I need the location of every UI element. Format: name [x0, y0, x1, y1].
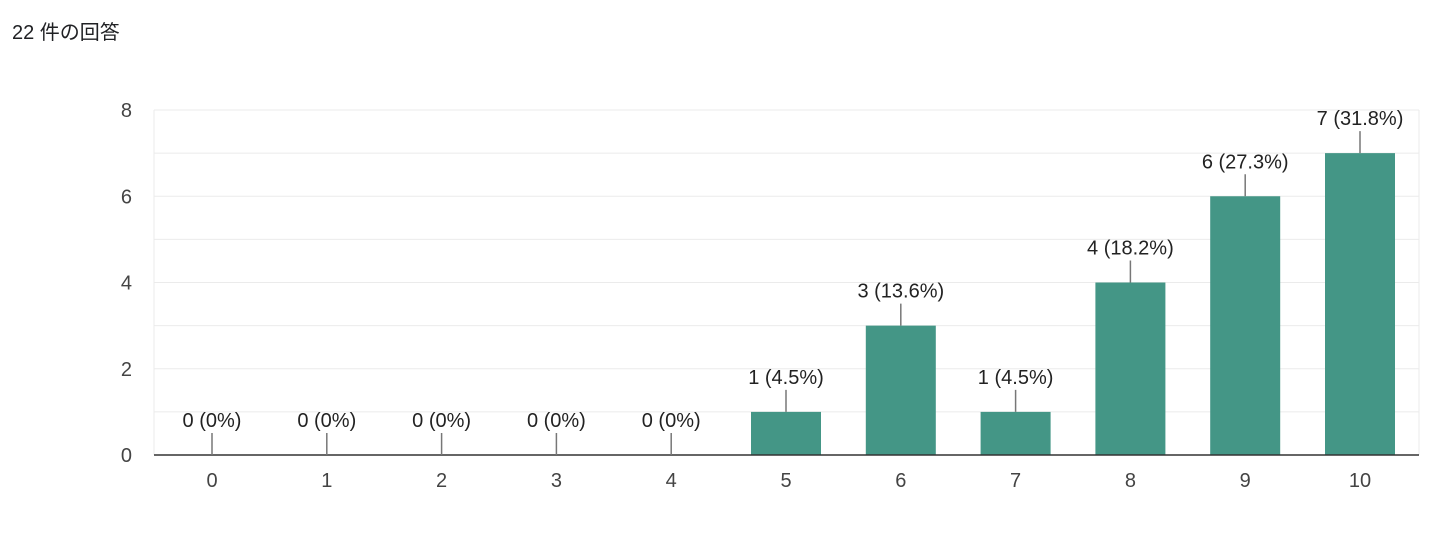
x-tick-label: 7 — [1010, 470, 1021, 492]
x-tick-label: 8 — [1125, 470, 1136, 492]
bar — [751, 411, 821, 455]
y-tick-label: 4 — [121, 273, 132, 295]
data-label: 0 (0%) — [297, 410, 356, 432]
bar — [1210, 196, 1281, 455]
y-tick-label: 8 — [121, 100, 132, 122]
data-label: 4 (18.2%) — [1087, 238, 1174, 260]
data-label: 7 (31.8%) — [1317, 108, 1404, 130]
x-tick-label: 0 — [206, 470, 217, 492]
x-tick-label: 1 — [321, 470, 332, 492]
bars — [751, 153, 1395, 455]
bar — [1095, 282, 1166, 455]
data-label: 0 (0%) — [412, 410, 471, 432]
labels: 0 (0%) 0 (0%) 0 (0%) 0 (0%) 0 (0%) 1 (4.5%) 3 … — [183, 108, 1404, 455]
x-tick-label: 6 — [895, 470, 906, 492]
x-tick-label: 4 — [666, 470, 677, 492]
y-tick-label: 2 — [121, 359, 132, 381]
axes: 0 2 4 6 8 0 1 2 3 4 5 6 7 8 9 10 — [121, 100, 1419, 492]
data-label: 1 (4.5%) — [748, 367, 824, 389]
y-tick-label: 0 — [121, 445, 132, 467]
x-tick-label: 3 — [551, 470, 562, 492]
x-tick-label: 5 — [780, 470, 791, 492]
y-tick-label: 6 — [121, 186, 132, 208]
response-count: 22 件の回答 — [12, 22, 120, 44]
data-label: 0 (0%) — [527, 410, 586, 432]
bar — [1325, 153, 1395, 455]
data-label: 0 (0%) — [642, 410, 701, 432]
bar — [980, 411, 1051, 455]
x-tick-label: 9 — [1240, 470, 1251, 492]
data-label: 0 (0%) — [183, 410, 242, 432]
data-label: 1 (4.5%) — [978, 367, 1054, 389]
data-label: 3 (13.6%) — [857, 281, 944, 303]
bar — [865, 325, 936, 455]
x-tick-label: 2 — [436, 470, 447, 492]
data-label: 6 (27.3%) — [1202, 151, 1289, 173]
x-tick-label: 10 — [1349, 470, 1371, 492]
